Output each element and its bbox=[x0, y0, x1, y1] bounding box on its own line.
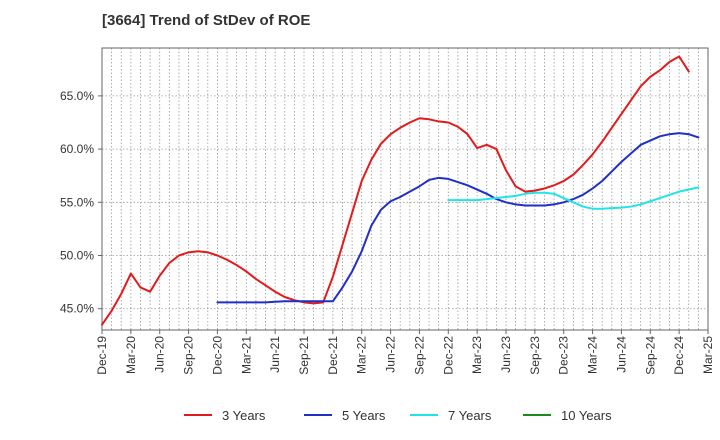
y-tick-label: 60.0% bbox=[60, 142, 94, 156]
x-tick-label: Jun-23 bbox=[499, 336, 513, 373]
x-tick-label: Mar-23 bbox=[470, 336, 484, 374]
chart-title: [3664] Trend of StDev of ROE bbox=[102, 12, 311, 29]
y-tick-label: 65.0% bbox=[60, 89, 94, 103]
x-tick-label: Mar-22 bbox=[355, 336, 369, 374]
legend-label: 10 Years bbox=[561, 407, 612, 423]
x-tick-label: Jun-20 bbox=[153, 336, 167, 373]
x-tick-label: Jun-22 bbox=[384, 336, 398, 373]
x-tick-label: Dec-20 bbox=[210, 336, 224, 375]
series-line-5-years bbox=[216, 132, 700, 304]
legend-label: 5 Years bbox=[342, 407, 386, 423]
legend-item: 3 Years bbox=[184, 404, 265, 426]
tick-labels: 45.0% 50.0% 55.0% 60.0% 65.0% Dec-19 Mar-20 Jun… bbox=[60, 89, 715, 375]
series-line-3-years bbox=[101, 55, 690, 326]
plot-frame bbox=[101, 47, 709, 331]
x-tick-label: Mar-21 bbox=[239, 336, 253, 374]
x-tick-label: Sep-20 bbox=[182, 336, 196, 375]
x-tick-label: Sep-22 bbox=[412, 336, 426, 375]
series-line-7-years bbox=[447, 186, 700, 210]
legend-swatch bbox=[410, 414, 438, 416]
legend: 3 Years 5 Years 7 Years 10 Years bbox=[0, 404, 720, 426]
y-tick-label: 45.0% bbox=[60, 302, 94, 316]
legend-label: 7 Years bbox=[448, 407, 492, 423]
x-tick-label: Dec-21 bbox=[326, 336, 340, 375]
y-tick-label: 50.0% bbox=[60, 249, 94, 263]
legend-swatch bbox=[523, 414, 551, 416]
x-tick-label: Jun-21 bbox=[268, 336, 282, 373]
x-tick-label: Dec-23 bbox=[557, 336, 571, 375]
series-lines bbox=[101, 55, 700, 326]
legend-swatch bbox=[304, 414, 332, 416]
x-tick-label: Dec-19 bbox=[95, 336, 109, 375]
x-tick-label: Dec-22 bbox=[441, 336, 455, 375]
x-tick-label: Jun-24 bbox=[614, 336, 628, 373]
x-tick-label: Sep-24 bbox=[643, 336, 657, 375]
grid bbox=[101, 48, 709, 330]
x-tick-label: Mar-24 bbox=[586, 336, 600, 374]
axes bbox=[98, 47, 709, 334]
x-tick-label: Sep-21 bbox=[297, 336, 311, 375]
legend-item: 5 Years bbox=[304, 404, 385, 426]
x-tick-label: Mar-20 bbox=[124, 336, 138, 374]
x-tick-label: Mar-25 bbox=[701, 336, 715, 374]
x-tick-label: Dec-24 bbox=[672, 336, 686, 375]
x-tick-label: Sep-23 bbox=[528, 336, 542, 375]
legend-item: 7 Years bbox=[410, 404, 491, 426]
legend-label: 3 Years bbox=[222, 407, 266, 423]
legend-item: 10 Years bbox=[523, 404, 612, 426]
y-tick-label: 55.0% bbox=[60, 195, 94, 209]
legend-swatch bbox=[184, 414, 212, 416]
